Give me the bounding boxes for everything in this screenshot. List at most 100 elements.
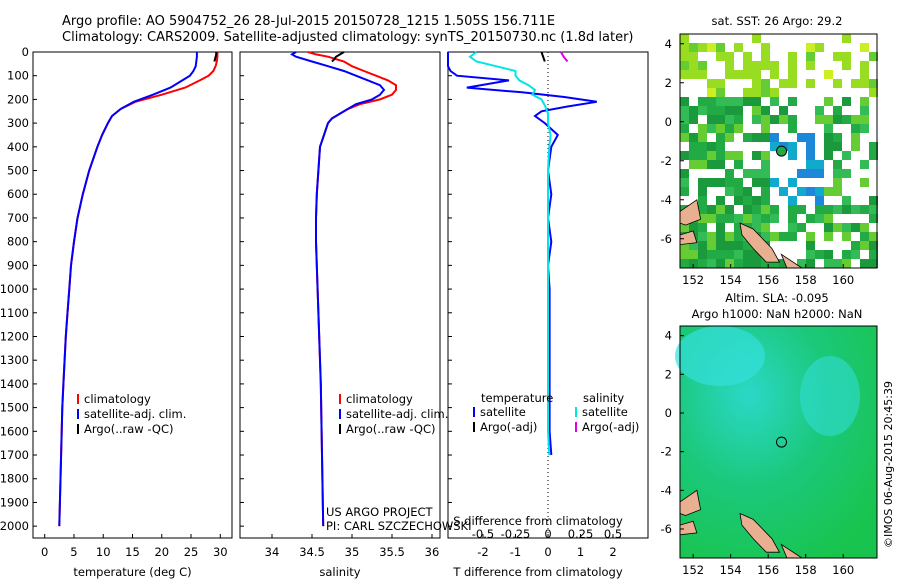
sst-cell [752,178,761,187]
difference-legend-temperature-title: temperature [481,391,553,405]
sst-cell [725,241,734,250]
salinity-legend-label: climatology [346,392,413,406]
sst-cell [716,178,725,187]
sst-cell [743,214,752,223]
sst-cell [716,196,725,205]
temperature-x-tick-label: 0 [41,545,48,559]
sst-cell [707,88,716,97]
sst-cell [680,61,689,70]
sst-cell [797,205,806,214]
difference-S-axis-label: S difference from climatology [453,514,623,528]
sst-cell [860,43,869,52]
sst-cell [743,88,752,97]
y-tick-label: 800 [7,235,29,249]
sst-cell [806,169,815,178]
sst-cell [815,106,824,115]
sst-cell [752,106,761,115]
sst-cell [779,232,788,241]
sst-cell [752,61,761,70]
difference-salinity-legend-label: Argo(-adj) [582,420,639,434]
sst-cell [698,142,707,151]
altimetry-map-x-tick-label: 152 [682,563,704,577]
sst-cell [860,61,869,70]
sst-cell [860,178,869,187]
y-tick-label: 1300 [0,353,29,367]
sst-cell [806,133,815,142]
sst-cell [743,52,752,61]
sst-cell [698,124,707,133]
sst-cell [806,151,815,160]
y-tick-label: 300 [7,116,29,130]
sst-cell [725,169,734,178]
sst-cell [716,106,725,115]
sst-cell [842,196,851,205]
sst-cell [743,187,752,196]
sst-cell [752,151,761,160]
sst-cell [716,214,725,223]
sst-cell [833,178,842,187]
sst-cell [707,124,716,133]
sst-cell [725,187,734,196]
sst-cell [833,52,842,61]
sst-cell [716,79,725,88]
sst-cell [707,115,716,124]
sst-cell [716,160,725,169]
sst-cell [788,223,797,232]
sst-cell [788,178,797,187]
y-tick-label: 1400 [0,377,29,391]
sst-cell [680,133,689,142]
sst-cell [833,205,842,214]
sst-cell [824,259,833,268]
sst-map-y-tick-label: -2 [661,154,672,168]
sst-cell [698,151,707,160]
sst-cell [842,205,851,214]
sst-cell [707,97,716,106]
sst-cell [725,232,734,241]
sst-cell [824,232,833,241]
sst-cell [680,178,689,187]
sst-cell [689,52,698,61]
sst-cell [788,232,797,241]
sst-cell [698,187,707,196]
sst-cell [770,259,779,268]
sst-cell [806,79,815,88]
sst-cell [788,214,797,223]
sst-cell [689,106,698,115]
sst-cell [806,160,815,169]
sst-cell [788,61,797,70]
sst-map-y-tick-label: 4 [665,37,672,51]
sst-cell [743,205,752,214]
sst-cell [680,250,689,259]
difference-series-line [560,51,569,63]
difference-T-tick-label: 2 [609,545,616,559]
difference-legend-salinity-title: salinity [583,391,624,405]
sst-cell [698,43,707,52]
land-bougainville [739,512,781,553]
sst-cell [689,250,698,259]
sst-cell [797,187,806,196]
sst-cell [716,151,725,160]
sst-cell [707,259,716,268]
salinity-legend-label: satellite-adj. clim. [346,407,448,421]
salinity-x-tick-label: 35.5 [379,545,405,559]
sst-cell [752,196,761,205]
sst-cell [770,70,779,79]
sst-cell [707,142,716,151]
sst-cell [860,241,869,250]
sst-cell [797,223,806,232]
sst-cell [761,88,770,97]
sst-cell [761,61,770,70]
sst-cell [833,142,842,151]
sst-cell [734,250,743,259]
salinity-legend-label: Argo(..raw -QC) [346,422,436,436]
y-tick-label: 500 [7,164,29,178]
sst-map-y-tick-label: -6 [661,232,672,246]
y-tick-label: 1000 [0,282,29,296]
temperature-x-tick-label: 15 [125,545,140,559]
sst-cell [770,232,779,241]
sst-cell [788,115,797,124]
altimetry-map-group [675,325,878,559]
sst-cell [761,115,770,124]
y-tick-label: 900 [7,258,29,272]
sst-cell [734,223,743,232]
